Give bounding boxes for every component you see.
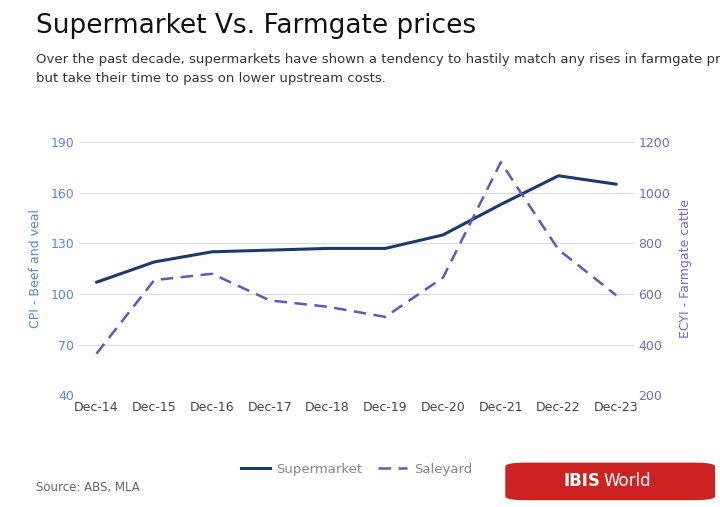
Text: Source: ABS, MLA: Source: ABS, MLA xyxy=(36,481,140,494)
FancyBboxPatch shape xyxy=(505,462,715,500)
Text: IBIS: IBIS xyxy=(563,472,600,490)
Text: Over the past decade, supermarkets have shown a tendency to hastily match any ri: Over the past decade, supermarkets have … xyxy=(36,53,720,85)
Text: Supermarket Vs. Farmgate prices: Supermarket Vs. Farmgate prices xyxy=(36,13,476,39)
Y-axis label: CPI - Beef and veal: CPI - Beef and veal xyxy=(29,209,42,328)
Legend: Supermarket, Saleyard: Supermarket, Saleyard xyxy=(235,458,477,481)
Y-axis label: ECYI - Farmgate cattle: ECYI - Farmgate cattle xyxy=(679,199,692,338)
Text: World: World xyxy=(603,472,651,490)
